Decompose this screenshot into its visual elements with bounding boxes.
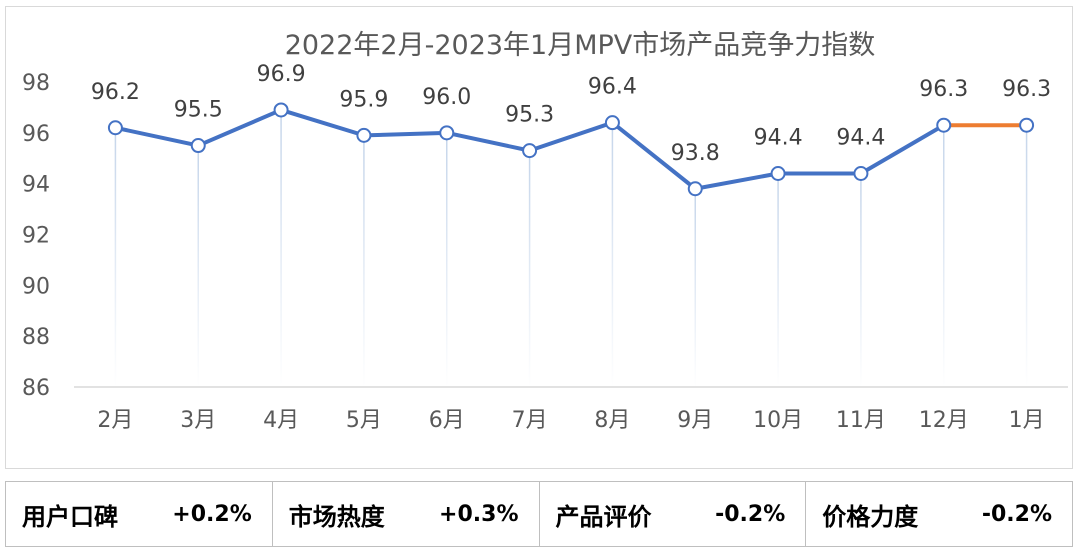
x-tick-label: 8月 xyxy=(594,408,630,433)
metric-value: +0.3% xyxy=(439,501,519,527)
x-tick-label: 2月 xyxy=(97,408,133,433)
drop-line xyxy=(694,188,696,387)
x-tick-label: 7月 xyxy=(512,408,548,433)
data-point xyxy=(190,138,206,154)
y-tick-label: 86 xyxy=(22,376,50,401)
metric-market-heat: 市场热度 +0.3% xyxy=(273,482,540,546)
y-tick-label: 94 xyxy=(22,173,50,198)
metric-name: 用户口碑 xyxy=(22,502,118,531)
x-tick-label: 11月 xyxy=(836,408,886,433)
series-segment xyxy=(693,171,781,191)
y-tick-label: 92 xyxy=(22,224,50,249)
x-tick-label: 4月 xyxy=(263,408,299,433)
x-tick-label: 5月 xyxy=(346,408,382,433)
data-label: 96.3 xyxy=(919,77,968,102)
drop-line xyxy=(114,127,117,387)
series-segment xyxy=(527,120,615,153)
series-segment xyxy=(858,123,946,176)
series-segment xyxy=(444,130,532,153)
data-point xyxy=(936,117,952,133)
metric-product-rating: 产品评价 -0.2% xyxy=(540,482,807,546)
y-tick-label: 98 xyxy=(22,71,50,96)
data-label: 96.3 xyxy=(1002,77,1051,102)
series-segment xyxy=(113,125,201,148)
data-label: 94.4 xyxy=(754,126,803,151)
data-label: 96.2 xyxy=(91,80,140,105)
drop-line xyxy=(777,173,779,387)
chart-frame: 2022年2月-2023年1月MPV市场产品竞争力指数 98 96 94 92 90 88… xyxy=(5,6,1073,469)
x-tick-label: 1月 xyxy=(1009,408,1045,433)
data-point xyxy=(1019,117,1035,133)
data-label: 96.9 xyxy=(257,62,306,87)
x-tick-label: 3月 xyxy=(180,408,216,433)
metrics-bar: 用户口碑 +0.2% 市场热度 +0.3% 产品评价 -0.2% 价格力度 -0… xyxy=(5,481,1073,547)
data-point xyxy=(604,115,620,131)
drop-line xyxy=(197,145,199,387)
data-label: 96.0 xyxy=(422,85,471,110)
data-label: 96.4 xyxy=(588,75,637,100)
data-point xyxy=(107,120,123,136)
data-point xyxy=(273,102,289,118)
drop-line xyxy=(280,109,282,387)
drop-line xyxy=(528,150,531,387)
data-point xyxy=(522,143,538,159)
drop-line xyxy=(860,173,862,387)
metric-user-reputation: 用户口碑 +0.2% xyxy=(6,482,273,546)
data-label: 95.5 xyxy=(174,98,223,123)
data-label: 94.4 xyxy=(836,126,885,151)
y-tick-label: 88 xyxy=(22,325,50,350)
y-tick-label: 96 xyxy=(22,122,50,147)
x-tick-label: 9月 xyxy=(677,408,713,433)
data-point xyxy=(687,181,703,197)
series-segment xyxy=(610,120,698,191)
metric-value: -0.2% xyxy=(715,501,786,527)
metric-name: 产品评价 xyxy=(555,502,652,531)
data-point xyxy=(853,166,869,181)
x-tick-label: 12月 xyxy=(919,408,969,433)
metric-name: 市场热度 xyxy=(288,502,385,531)
data-point xyxy=(356,127,372,143)
series-segment xyxy=(196,107,284,148)
chart-title: 2022年2月-2023年1月MPV市场产品竞争力指数 xyxy=(285,30,876,61)
x-tick-label: 6月 xyxy=(429,408,465,433)
data-label: 95.9 xyxy=(339,87,388,112)
data-label: 95.3 xyxy=(505,103,554,128)
data-label: 93.8 xyxy=(671,141,720,166)
data-point xyxy=(770,166,786,181)
series-segment xyxy=(279,107,366,138)
y-tick-label: 90 xyxy=(22,274,50,299)
drop-line xyxy=(1025,125,1028,387)
metric-name: 价格力度 xyxy=(822,502,919,531)
data-point xyxy=(439,125,455,141)
line-chart: 2022年2月-2023年1月MPV市场产品竞争力指数 98 96 94 92 90 88… xyxy=(22,30,1068,433)
drop-line xyxy=(611,122,614,388)
metric-price-strength: 价格力度 -0.2% xyxy=(806,482,1072,546)
metric-value: -0.2% xyxy=(981,501,1052,527)
metric-value: +0.2% xyxy=(172,501,252,527)
drop-line xyxy=(363,135,365,387)
drop-line xyxy=(446,132,448,387)
series-segment xyxy=(361,130,449,138)
x-tick-label: 10月 xyxy=(753,408,803,433)
drop-line xyxy=(943,125,945,387)
